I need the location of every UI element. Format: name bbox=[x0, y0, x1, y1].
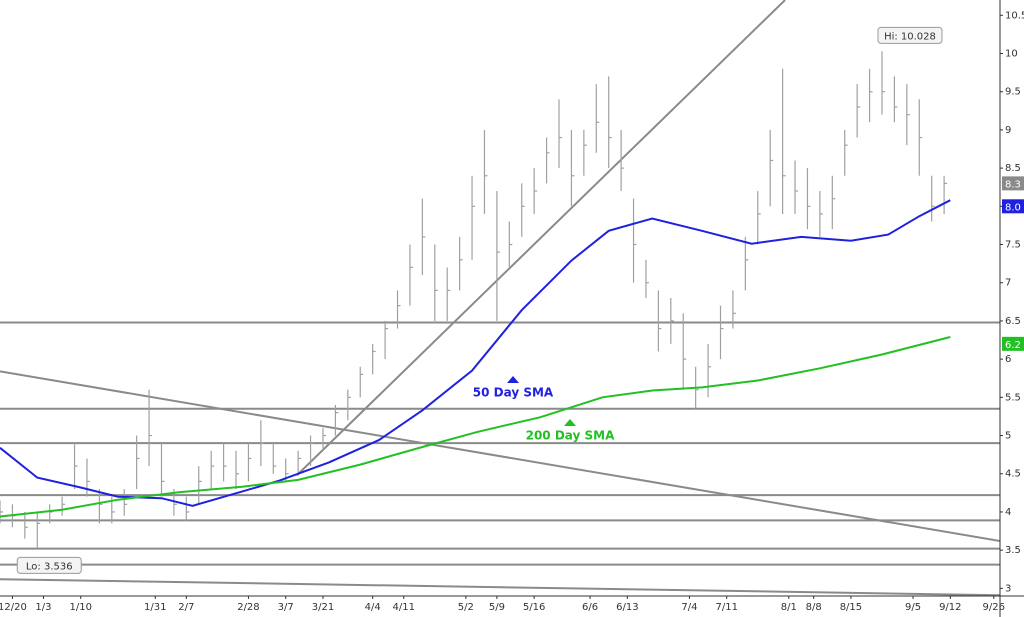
sma-line bbox=[0, 199, 951, 507]
y-tick-label: 4.5 bbox=[1005, 469, 1021, 480]
y-tick-label: 7 bbox=[1005, 278, 1011, 289]
y-tick-label: 7.5 bbox=[1005, 240, 1021, 251]
plot-area: 50 Day SMA 200 Day SMA Hi: 10.028 Lo: 3.536 bbox=[0, 0, 1000, 596]
y-tick-label: 10.5 bbox=[1005, 10, 1024, 21]
callout-label: Lo: 3.536 bbox=[26, 561, 73, 572]
y-tick-label: 3 bbox=[1005, 583, 1011, 594]
series-label: 200 Day SMA bbox=[526, 429, 616, 443]
trend-line bbox=[296, 0, 786, 476]
x-tick-label: 8/1 bbox=[781, 602, 797, 613]
x-tick-label: 9/26 bbox=[983, 602, 1005, 613]
value-badge-label: 6.2 bbox=[1005, 340, 1021, 351]
x-tick-label: 8/8 bbox=[806, 602, 822, 613]
callout: Hi: 10.028 bbox=[877, 26, 943, 44]
x-tick-label: 5/2 bbox=[458, 602, 474, 613]
x-tick-label: 3/7 bbox=[278, 602, 294, 613]
x-tick-label: 1/3 bbox=[35, 602, 51, 613]
y-tick-label: 9 bbox=[1005, 125, 1011, 136]
y-tick-label: 5.5 bbox=[1005, 392, 1021, 403]
x-tick-label: 6/6 bbox=[582, 602, 598, 613]
value-badge bbox=[1002, 199, 1024, 214]
value-badge bbox=[1002, 336, 1024, 351]
x-tick-label: 2/7 bbox=[178, 602, 194, 613]
callout: Lo: 3.536 bbox=[16, 556, 82, 574]
x-tick-label: 3/21 bbox=[312, 602, 334, 613]
y-tick-label: 10 bbox=[1005, 48, 1018, 59]
y-tick-label: 9.5 bbox=[1005, 87, 1021, 98]
x-axis-band bbox=[0, 596, 1024, 617]
x-tick-label: 4/11 bbox=[392, 602, 414, 613]
x-tick-label: 4/4 bbox=[365, 602, 381, 613]
x-tick-label: 1/10 bbox=[70, 602, 92, 613]
sma-line bbox=[0, 336, 951, 518]
x-tick-label: 7/11 bbox=[715, 602, 737, 613]
callout-box bbox=[16, 556, 82, 574]
y-tick-label: 6.5 bbox=[1005, 316, 1021, 327]
value-badge-label: 8.0 bbox=[1005, 202, 1021, 213]
x-tick-label: 1/31 bbox=[144, 602, 166, 613]
label-pointer bbox=[564, 419, 576, 426]
value-badge bbox=[1002, 176, 1024, 191]
label-pointer bbox=[507, 376, 519, 383]
trend-line bbox=[0, 578, 1000, 596]
callout-label: Hi: 10.028 bbox=[884, 31, 936, 42]
trend-line bbox=[0, 370, 1000, 542]
y-tick-label: 8.5 bbox=[1005, 163, 1021, 174]
value-badge-label: 8.3 bbox=[1005, 179, 1021, 190]
x-tick-label: 5/9 bbox=[489, 602, 505, 613]
x-tick-label: 9/5 bbox=[905, 602, 921, 613]
y-tick-label: 3.5 bbox=[1005, 545, 1021, 556]
y-axis-band bbox=[1000, 0, 1024, 617]
x-tick-label: 12/20 bbox=[0, 602, 27, 613]
y-tick-label: 5 bbox=[1005, 431, 1011, 442]
x-tick-label: 8/15 bbox=[840, 602, 862, 613]
x-tick-label: 7/4 bbox=[681, 602, 697, 613]
y-tick-label: 6 bbox=[1005, 354, 1011, 365]
x-tick-label: 6/13 bbox=[616, 602, 638, 613]
x-tick-label: 5/16 bbox=[523, 602, 545, 613]
x-tick-label: 9/12 bbox=[939, 602, 961, 613]
y-tick-label: 4 bbox=[1005, 507, 1011, 518]
series-label: 50 Day SMA bbox=[473, 386, 554, 400]
callout-box bbox=[877, 26, 943, 44]
x-tick-label: 2/28 bbox=[237, 602, 259, 613]
